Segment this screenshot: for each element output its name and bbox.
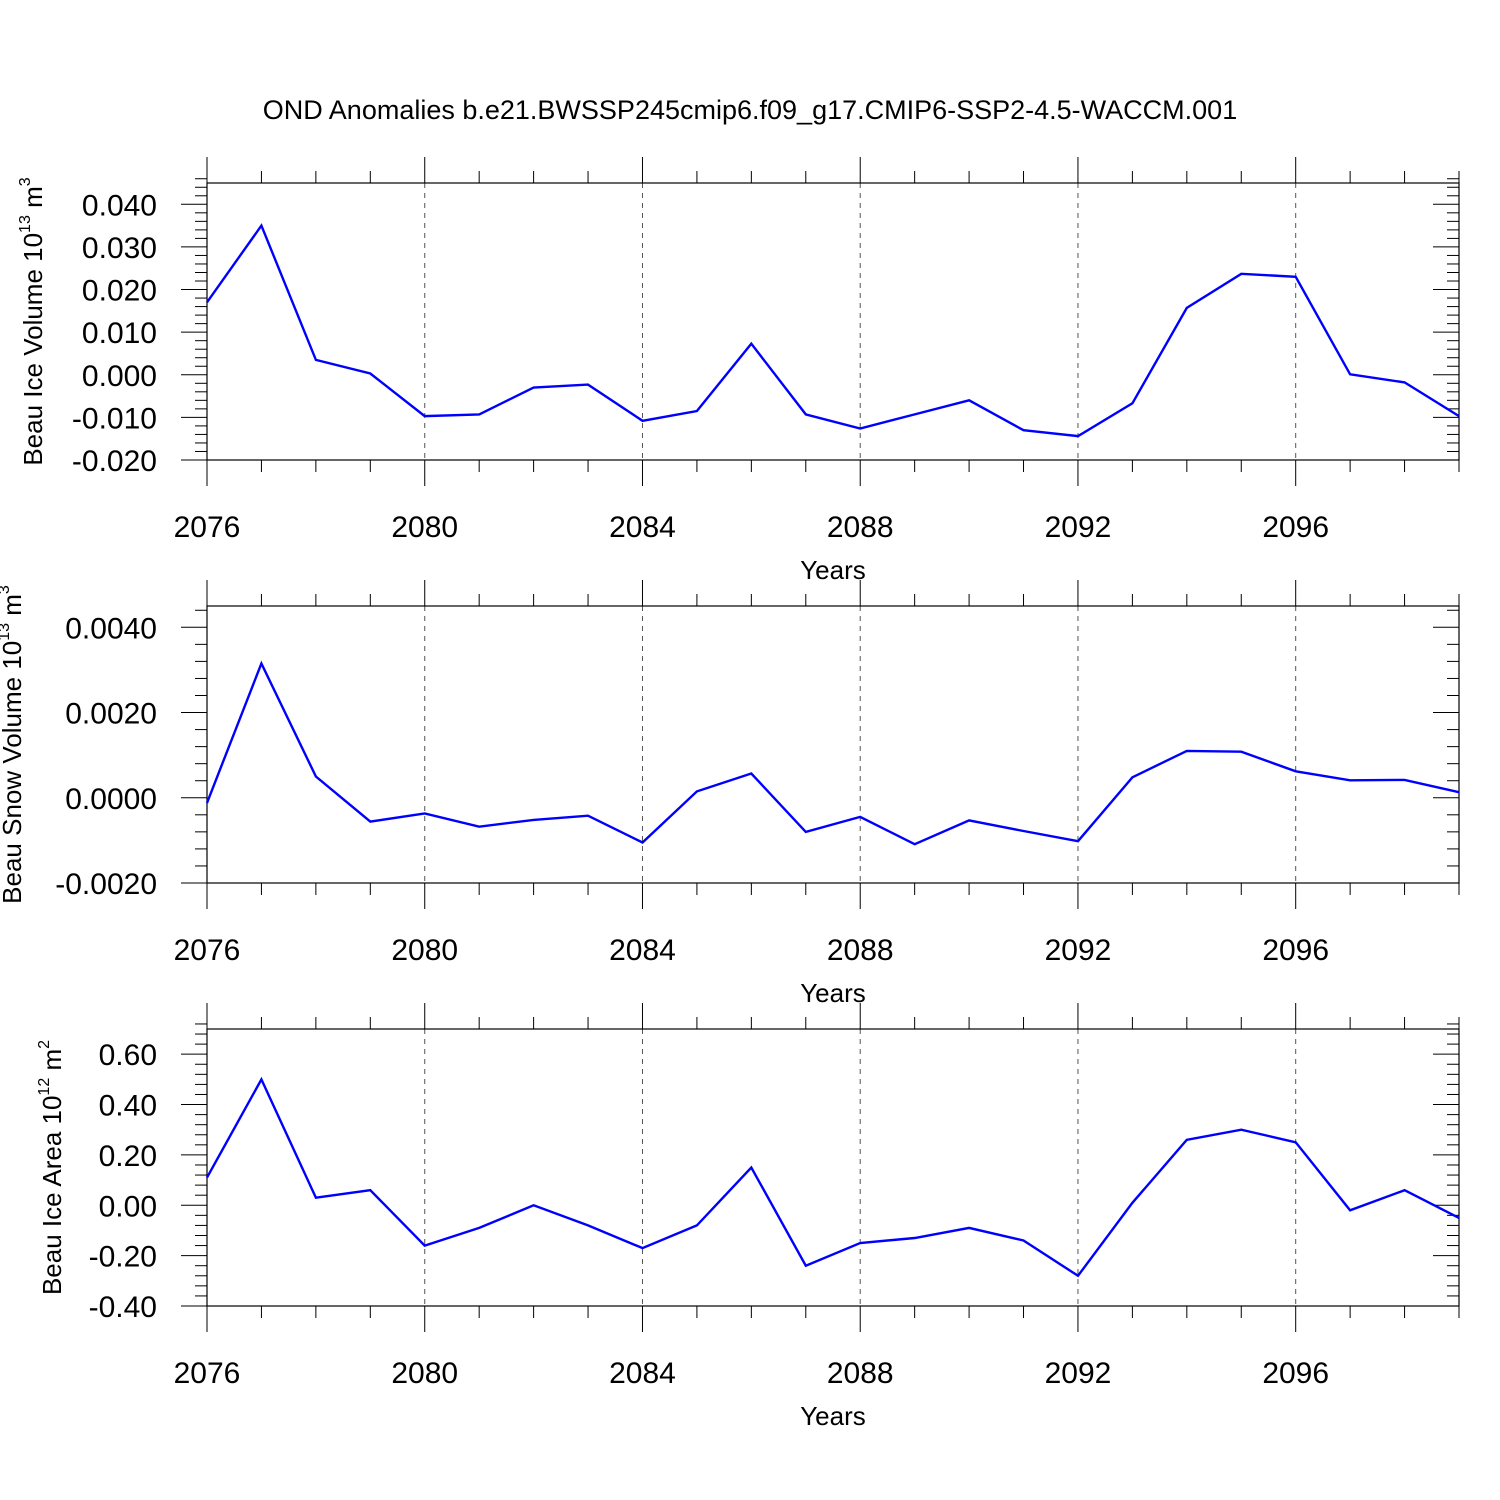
x-tick-label: 2096 xyxy=(1262,1357,1329,1390)
x-tick-label: 2088 xyxy=(827,511,894,544)
x-tick-label: 2092 xyxy=(1045,1357,1112,1390)
y-tick-label: 0.040 xyxy=(82,189,157,222)
chart-panel-3: -0.40 -0.20 0.00 0.20 0.40 0.60 2076 2080 2084 20… xyxy=(36,1003,1460,1431)
x-axis-label: Years xyxy=(800,978,866,1008)
y-tick-label: 0.000 xyxy=(82,360,157,393)
y-tick-label: 0.0020 xyxy=(65,698,157,731)
x-axis-label: Years xyxy=(800,1401,866,1431)
x-tick-label: 2080 xyxy=(391,511,458,544)
x-axis-label: Years xyxy=(800,555,866,585)
x-tick-label: 2088 xyxy=(827,934,894,967)
plot-frame xyxy=(206,605,1460,884)
x-tick-label: 2076 xyxy=(174,934,241,967)
y-tick-label: 0.40 xyxy=(99,1090,157,1123)
x-tick-label: 2088 xyxy=(827,1357,894,1390)
series-line xyxy=(205,660,1460,846)
chart-panel-1: -0.020 -0.010 0.000 0.010 0.020 0.030 0.040 207… xyxy=(17,157,1460,585)
panels: -0.020 -0.010 0.000 0.010 0.020 0.030 0.040 207… xyxy=(0,157,1460,1431)
y-tick-label: 0.0040 xyxy=(65,612,157,645)
figure-title: OND Anomalies b.e21.BWSSP245cmip6.f09_g1… xyxy=(263,95,1237,125)
x-tick-label: 2096 xyxy=(1262,934,1329,967)
x-tick-label: 2084 xyxy=(609,511,676,544)
y-tick-label: -0.40 xyxy=(89,1291,157,1324)
y-tick-label: -0.010 xyxy=(72,402,157,435)
series-line xyxy=(205,1076,1460,1278)
x-tick-label: 2084 xyxy=(609,934,676,967)
y-axis-label: Beau Ice Volume 1013 m3 xyxy=(17,177,48,465)
y-tick-label: 0.60 xyxy=(99,1039,157,1072)
x-tick-label: 2076 xyxy=(174,511,241,544)
x-tick-label: 2096 xyxy=(1262,511,1329,544)
x-tick-label: 2080 xyxy=(391,1357,458,1390)
x-tick-label: 2092 xyxy=(1045,511,1112,544)
y-tick-label: 0.00 xyxy=(99,1190,157,1223)
x-tick-label: 2092 xyxy=(1045,934,1112,967)
x-tick-label: 2076 xyxy=(174,1357,241,1390)
x-tick-label: 2084 xyxy=(609,1357,676,1390)
y-tick-label: -0.20 xyxy=(89,1241,157,1274)
y-tick-label: 0.030 xyxy=(82,232,157,265)
y-tick-label: 0.010 xyxy=(82,317,157,350)
series-line xyxy=(206,223,1460,438)
plot-frame xyxy=(206,182,1460,461)
y-tick-label: -0.0020 xyxy=(55,868,157,901)
y-tick-label: -0.020 xyxy=(72,445,157,478)
chart-panel-2: -0.0020 0.0000 0.0020 0.0040 2076 2080 2084 208… xyxy=(0,580,1460,1008)
y-tick-label: 0.020 xyxy=(82,275,157,308)
y-axis-label: Beau Ice Area 1012 m2 xyxy=(36,1040,67,1295)
y-axis-label: Beau Snow Volume 1013 m3 xyxy=(0,585,27,904)
plot-frame xyxy=(206,1028,1460,1307)
y-tick-label: 0.0000 xyxy=(65,783,157,816)
x-tick-label: 2080 xyxy=(391,934,458,967)
y-tick-label: 0.20 xyxy=(99,1140,157,1173)
